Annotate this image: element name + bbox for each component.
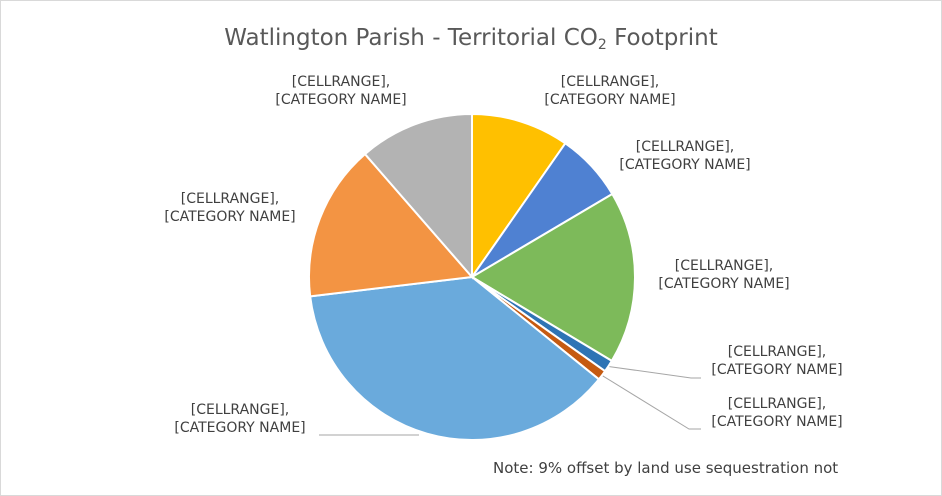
leader-line-brown [602, 375, 701, 430]
pie-slice-yellow [471, 112, 567, 281]
leader-line-darkblue [609, 366, 701, 379]
data-label-grey-slice: [CELLRANGE], [CATEGORY NAME] [275, 74, 407, 108]
data-label-yellow-slice: [CELLRANGE], [CATEGORY NAME] [544, 74, 676, 108]
data-label-darkblue-slice: [CELLRANGE], [CATEGORY NAME] [711, 344, 843, 378]
pie-slice-orange [308, 152, 474, 298]
data-label-blue-slice: [CELLRANGE], [CATEGORY NAME] [619, 139, 751, 173]
data-label-brown-slice: [CELLRANGE], [CATEGORY NAME] [711, 396, 843, 430]
chart-title: Watlington Parish - Territorial CO2 Foot… [224, 25, 718, 53]
data-label-green-slice: [CELLRANGE], [CATEGORY NAME] [658, 258, 790, 292]
data-label-orange-slice: [CELLRANGE], [CATEGORY NAME] [164, 191, 296, 225]
chart-note: Note: 9% offset by land use sequestratio… [493, 459, 839, 477]
pie-slice-lightblue [309, 275, 601, 441]
data-label-lightblue-slice: [CELLRANGE], [CATEGORY NAME] [174, 402, 306, 436]
pie-slice-grey [363, 112, 473, 280]
pie-slice-green [470, 192, 636, 363]
